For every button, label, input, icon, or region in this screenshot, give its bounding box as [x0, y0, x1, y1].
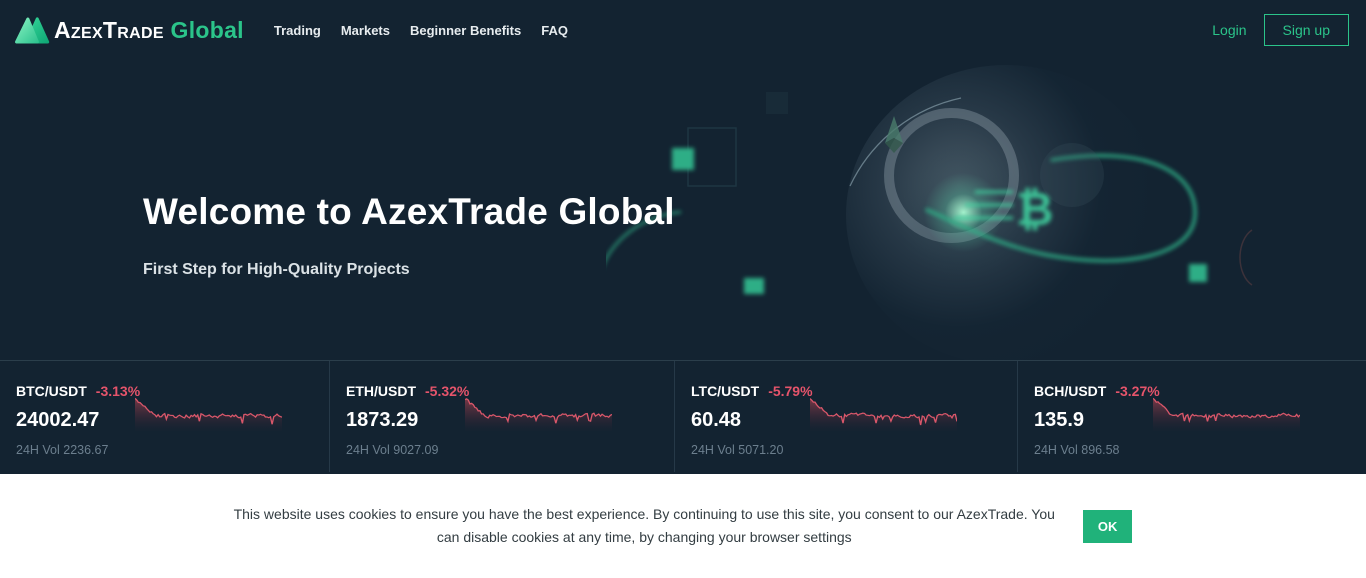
svg-text:₿: ₿ — [1016, 183, 1054, 235]
